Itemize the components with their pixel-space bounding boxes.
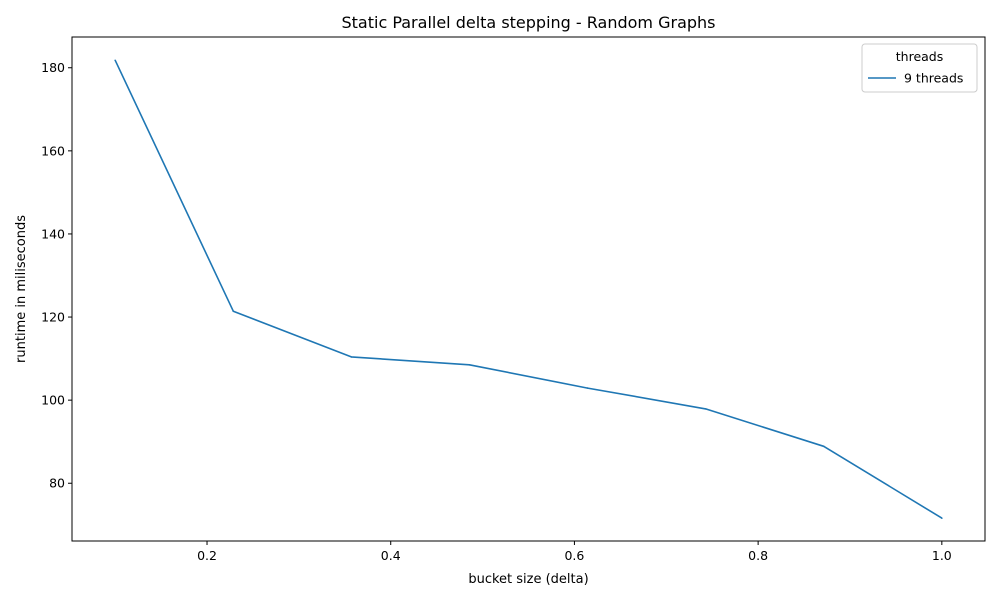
x-tick-label: 0.2 <box>197 548 217 563</box>
plot-area: 0.2 0.4 0.6 0.8 1.0 80 100 120 140 160 180 <box>41 36 986 563</box>
data-point <box>114 59 116 62</box>
axes-frame <box>71 36 986 542</box>
y-tick-label: 180 <box>41 60 65 75</box>
x-tick-label: 0.4 <box>381 548 401 563</box>
y-tick-label: 160 <box>41 143 65 158</box>
y-tick-label: 140 <box>41 226 65 241</box>
x-tick-label: 0.6 <box>564 548 584 563</box>
legend-box <box>861 43 978 93</box>
data-point <box>586 387 589 389</box>
y-axis-label: runtime in miliseconds <box>14 215 29 363</box>
y-tick-label: 100 <box>41 393 65 408</box>
data-point <box>468 364 471 366</box>
data-point <box>350 356 353 358</box>
data-point <box>941 517 943 519</box>
data-point <box>822 445 825 448</box>
x-axis-label: bucket size (delta) <box>468 572 588 587</box>
legend-title: threads <box>896 49 944 64</box>
legend: threads 9 threads <box>861 43 978 93</box>
y-tick-label: 120 <box>41 310 65 325</box>
series-line <box>114 59 943 519</box>
series-layer <box>114 59 943 519</box>
chart-title: Static Parallel delta stepping - Random … <box>341 13 715 32</box>
x-axis-ticks: 0.2 0.4 0.6 0.8 1.0 <box>197 541 952 563</box>
data-point <box>704 408 707 410</box>
x-tick-label: 0.8 <box>748 548 768 563</box>
legend-entries: 9 threads <box>868 71 963 86</box>
y-tick-label: 80 <box>49 476 65 491</box>
legend-entry-label: 9 threads <box>904 71 963 86</box>
y-axis-ticks: 80 100 120 140 160 180 <box>41 60 72 491</box>
x-tick-label: 1.0 <box>932 548 952 563</box>
data-point <box>232 310 235 313</box>
